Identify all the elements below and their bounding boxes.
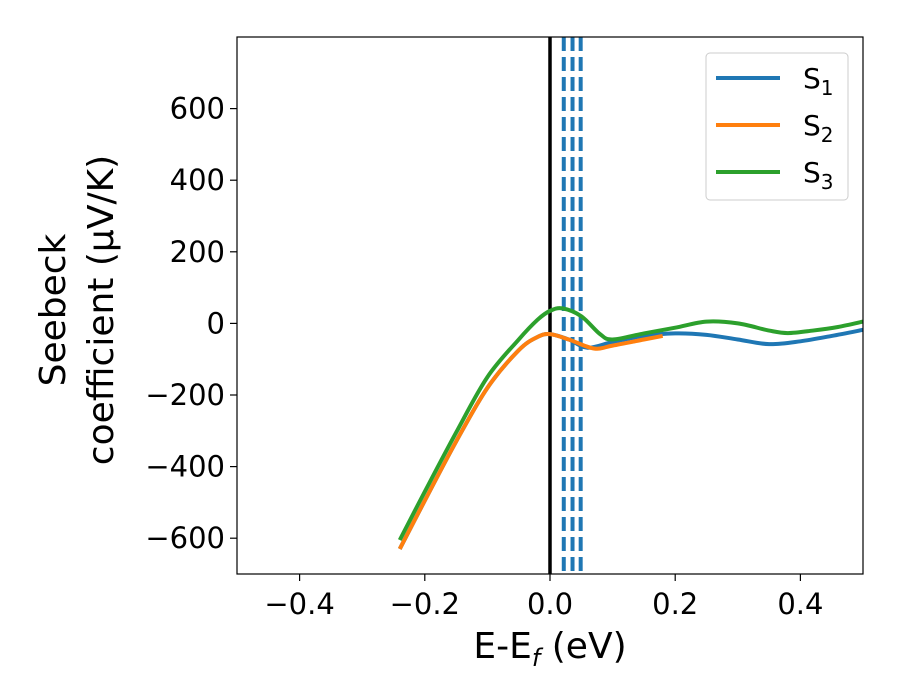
x-tick-label: 0.0: [527, 587, 573, 621]
y-tick-label: 0: [207, 306, 225, 340]
y-tick-label: −600: [145, 521, 225, 555]
x-tick-label: −0.2: [390, 587, 460, 621]
legend-label-s3: S3: [803, 156, 834, 194]
legend-label-s2: S2: [803, 109, 834, 147]
series-lines: [397, 306, 863, 550]
x-axis-title-main: E-E: [473, 626, 531, 667]
series-line-s2: [397, 332, 664, 550]
legend: S1 S2 S3: [705, 52, 849, 201]
y-axis-ticks: −600 −400 −200 0 200 400 600: [145, 92, 237, 555]
y-axis-title-line1: Seebeck: [33, 233, 74, 386]
x-axis-title-unit: (eV): [540, 626, 626, 667]
x-axis-title: E-Ef (eV): [473, 626, 626, 672]
y-tick-label: 400: [170, 163, 225, 197]
y-tick-label: 600: [170, 92, 225, 126]
y-tick-label: 200: [170, 235, 225, 269]
y-axis-title: Seebeck coefficient (μV/K): [33, 155, 122, 465]
series-line-s3: [397, 306, 863, 541]
x-tick-label: −0.4: [264, 587, 334, 621]
x-tick-label: 0.4: [777, 587, 823, 621]
x-tick-label: 0.2: [652, 587, 698, 621]
y-axis-title-line2: coefficient (μV/K): [81, 155, 122, 465]
series-line-s1: [397, 327, 863, 550]
y-tick-label: −400: [145, 450, 225, 484]
vertical-lines: [548, 37, 583, 574]
y-tick-label: −200: [145, 378, 225, 412]
legend-label-s1: S1: [803, 62, 834, 100]
x-axis-ticks: −0.4 −0.2 0.0 0.2 0.4: [264, 574, 823, 621]
